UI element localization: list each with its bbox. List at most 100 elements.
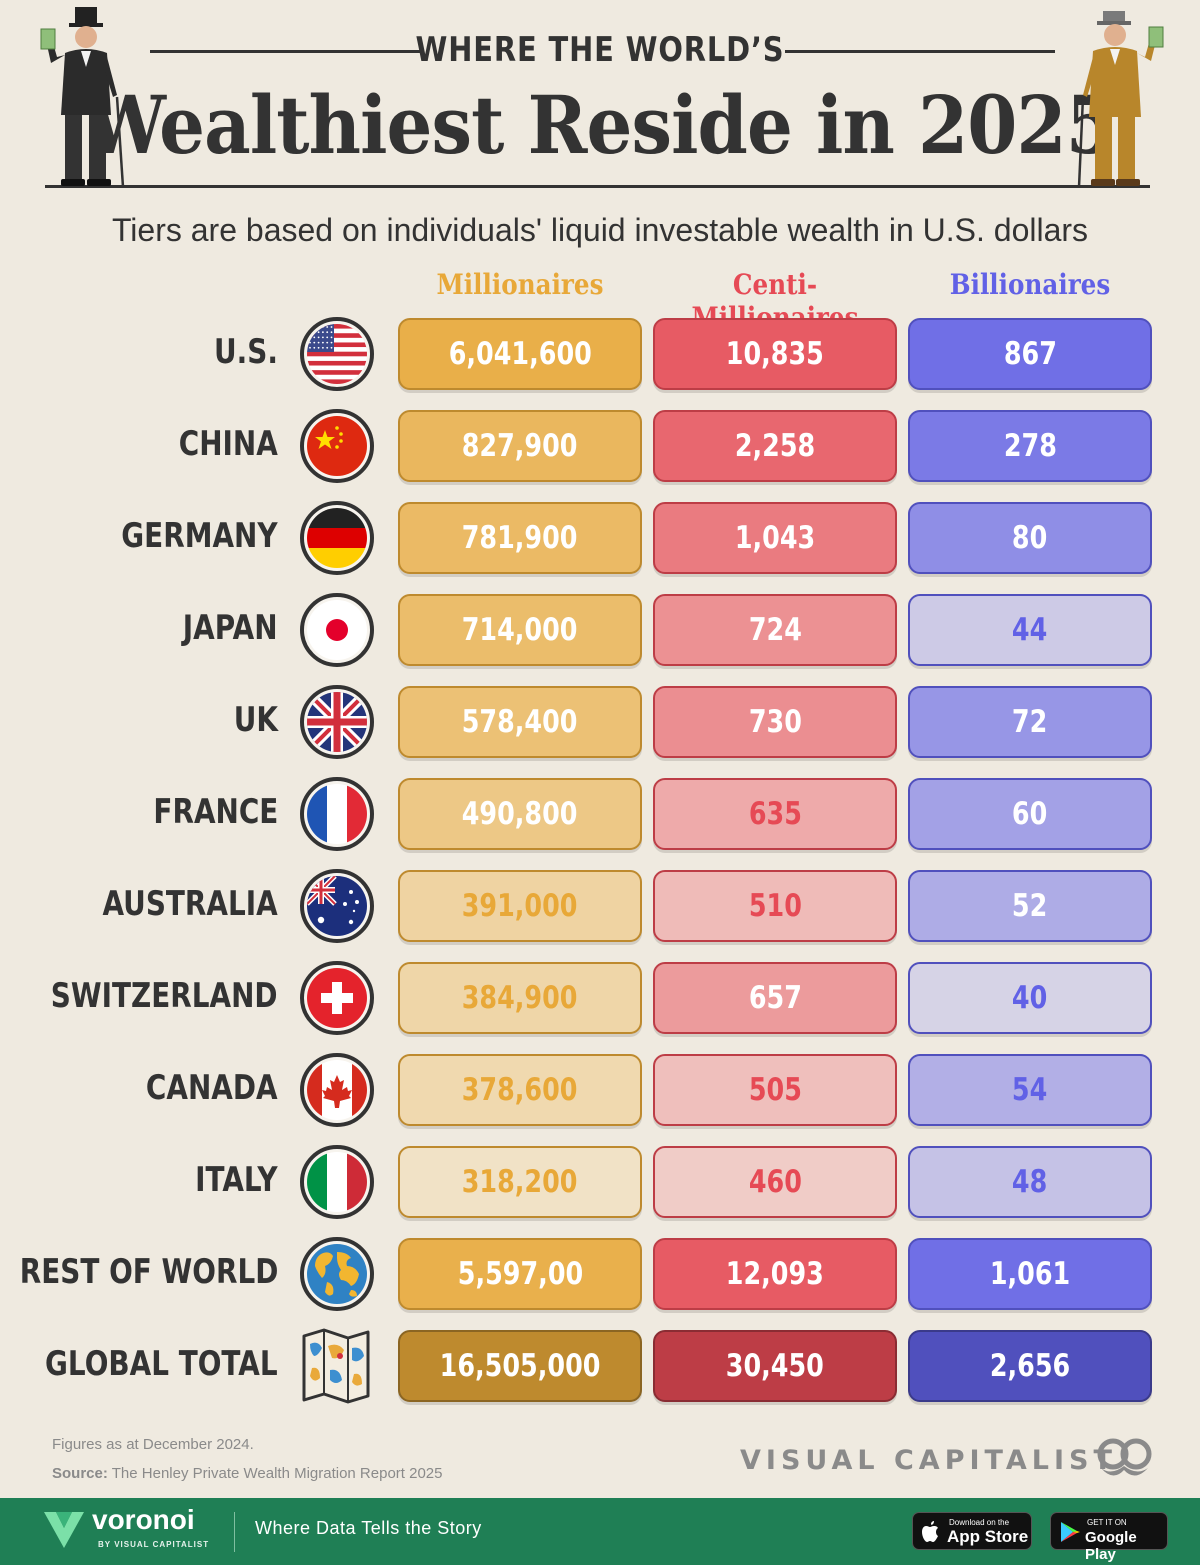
australia-flag-icon — [300, 869, 374, 943]
page-title: Wealthiest Reside in 2025 — [85, 78, 1116, 172]
world-map-icon — [298, 1326, 374, 1406]
country-label: SWITZERLAND — [51, 976, 278, 1016]
apple-icon — [922, 1521, 938, 1542]
value-text: 724 — [748, 612, 802, 648]
app-store-button[interactable]: Download on the App Store — [912, 1512, 1032, 1550]
value-text: 60 — [1012, 796, 1048, 832]
title-rule-right — [785, 50, 1055, 53]
value-cell-millionaires: 827,900 — [398, 410, 642, 482]
value-cell-billionaires: 867 — [908, 318, 1152, 390]
table-row: U.S. 6,041,600 10,835 867 — [0, 317, 1200, 391]
uk-flag-icon — [307, 692, 367, 752]
value-text: 2,656 — [989, 1348, 1071, 1384]
country-label: GERMANY — [121, 516, 278, 556]
source-line: Source: The Henley Private Wealth Migrat… — [52, 1465, 443, 1482]
value-cell-centi: 460 — [653, 1146, 897, 1218]
value-cell-billionaires: 278 — [908, 410, 1152, 482]
switzerland-flag-icon — [307, 968, 367, 1028]
tycoon-figure-right-icon — [1077, 11, 1164, 188]
value-cell-centi: 505 — [653, 1054, 897, 1126]
value-cell-billionaires: 80 — [908, 502, 1152, 574]
visual-capitalist-mustache-icon — [1097, 1438, 1152, 1476]
table-row: GLOBAL TOTAL 16,505,000 30,450 2,656 — [0, 1328, 1200, 1404]
source-label: Source: — [52, 1465, 108, 1482]
value-text: 6,041,600 — [448, 336, 592, 372]
value-text: 52 — [1012, 888, 1048, 924]
value-cell-millionaires: 384,900 — [398, 962, 642, 1034]
value-text: 460 — [748, 1164, 802, 1200]
table-row: ITALY 318,200 460 48 — [0, 1145, 1200, 1219]
japan-flag-icon — [300, 593, 374, 667]
table-row: CHINA 827,900 2,258 278 — [0, 409, 1200, 483]
value-text: 1,043 — [734, 520, 816, 556]
germany-flag-icon — [300, 501, 374, 575]
country-label: FRANCE — [153, 792, 278, 832]
column-header-millionaires: Millionaires — [436, 268, 604, 301]
country-label: CANADA — [146, 1068, 278, 1108]
value-text: 578,400 — [462, 704, 578, 740]
value-text: 505 — [748, 1072, 802, 1108]
france-flag-icon — [300, 777, 374, 851]
voronoi-byline: BY VISUAL CAPITALIST — [98, 1540, 210, 1549]
value-text: 54 — [1012, 1072, 1048, 1108]
italy-flag-icon — [300, 1145, 374, 1219]
value-text: 278 — [1003, 428, 1057, 464]
country-label: JAPAN — [183, 608, 278, 648]
value-cell-centi: 10,835 — [653, 318, 897, 390]
value-cell-millionaires: 5,597,00 — [398, 1238, 642, 1310]
google-play-icon — [1061, 1522, 1080, 1542]
globe-icon — [307, 1244, 367, 1304]
google-play-button[interactable]: GET IT ON Google Play — [1050, 1512, 1168, 1563]
value-text: 378,600 — [462, 1072, 578, 1108]
title-rule-left — [150, 50, 420, 53]
value-cell-centi: 730 — [653, 686, 897, 758]
value-text: 318,200 — [462, 1164, 578, 1200]
value-text: 80 — [1012, 520, 1048, 556]
visual-capitalist-wordmark: VISUAL CAPITALIST — [740, 1445, 1117, 1476]
value-text: 730 — [748, 704, 802, 740]
china-flag-icon — [307, 416, 367, 476]
value-text: 1,061 — [989, 1256, 1071, 1292]
value-cell-billionaires: 2,656 — [908, 1330, 1152, 1402]
switzerland-flag-icon — [300, 961, 374, 1035]
value-cell-millionaires: 6,041,600 — [398, 318, 642, 390]
value-text: 827,900 — [462, 428, 578, 464]
value-text: 72 — [1012, 704, 1048, 740]
value-text: 48 — [1012, 1164, 1048, 1200]
tagline: Where Data Tells the Story — [255, 1518, 482, 1538]
us-flag-icon — [300, 317, 374, 391]
value-cell-billionaires: 54 — [908, 1054, 1152, 1126]
subtitle: Tiers are based on individuals' liquid i… — [111, 212, 1089, 248]
value-text: 781,900 — [462, 520, 578, 556]
value-text: 5,597,00 — [457, 1256, 583, 1292]
country-label: U.S. — [214, 332, 278, 372]
table-row: UK 578,400 730 72 — [0, 685, 1200, 759]
value-cell-millionaires: 318,200 — [398, 1146, 642, 1218]
value-cell-billionaires: 40 — [908, 962, 1152, 1034]
value-text: 10,835 — [725, 336, 825, 372]
value-cell-billionaires: 44 — [908, 594, 1152, 666]
value-cell-millionaires: 16,505,000 — [398, 1330, 642, 1402]
header: WHERE THE WORLD’S Wealthiest Reside in 2… — [0, 0, 1200, 200]
value-text: 490,800 — [462, 796, 578, 832]
country-label: GLOBAL TOTAL — [45, 1344, 278, 1384]
source-text: The Henley Private Wealth Migration Repo… — [111, 1465, 443, 1482]
value-text: 40 — [1012, 980, 1048, 1016]
value-cell-centi: 30,450 — [653, 1330, 897, 1402]
value-cell-billionaires: 48 — [908, 1146, 1152, 1218]
column-header-billionaires: Billionaires — [949, 268, 1111, 301]
value-text: 635 — [748, 796, 802, 832]
us-flag-icon — [307, 324, 367, 384]
country-label: UK — [233, 700, 278, 740]
uk-flag-icon — [300, 685, 374, 759]
value-cell-centi: 2,258 — [653, 410, 897, 482]
australia-flag-icon — [307, 876, 367, 936]
title-rule-bottom — [45, 185, 1150, 188]
table-row: FRANCE 490,800 635 60 — [0, 777, 1200, 851]
footer-bar: voronoi BY VISUAL CAPITALIST Where Data … — [0, 1498, 1200, 1565]
value-cell-billionaires: 52 — [908, 870, 1152, 942]
country-label: ITALY — [195, 1160, 278, 1200]
value-cell-billionaires: 1,061 — [908, 1238, 1152, 1310]
value-cell-millionaires: 391,000 — [398, 870, 642, 942]
footnote: Figures as at December 2024. — [52, 1436, 254, 1453]
